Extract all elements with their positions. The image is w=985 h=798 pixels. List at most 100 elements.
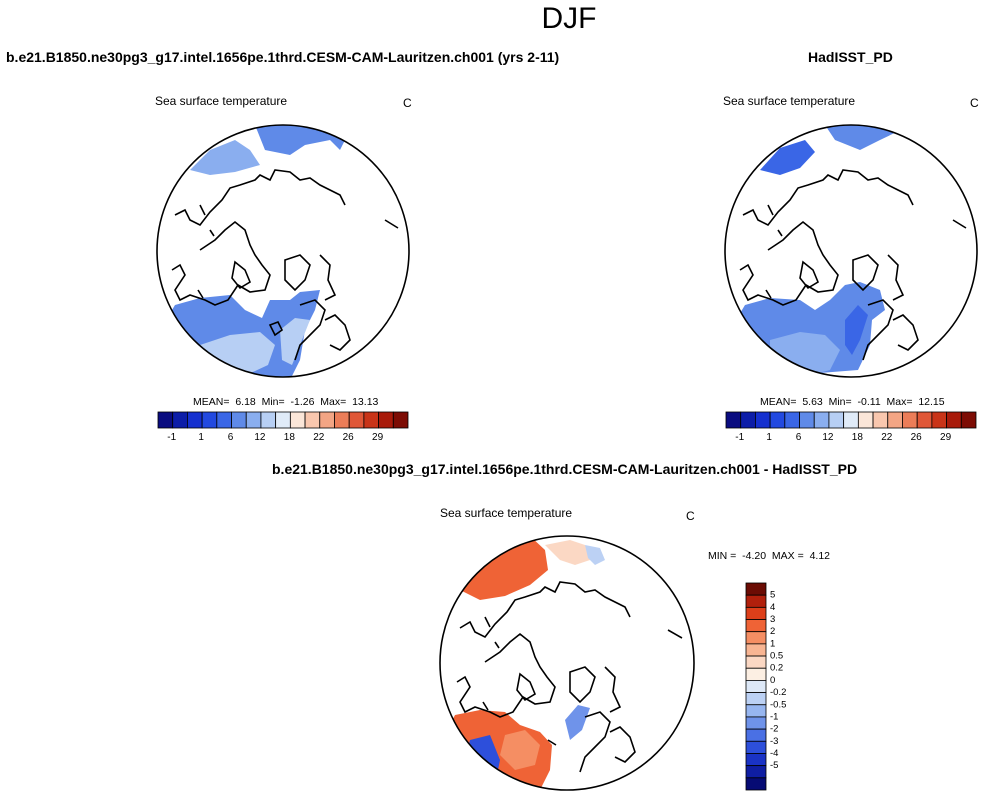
colorbar-swatch: [745, 582, 767, 596]
top-right-stats: MEAN= 5.63 Min= -0.11 Max= 12.15: [760, 396, 945, 408]
sst-region-pacific-light: [760, 140, 815, 175]
sst-region-pacific-light: [190, 140, 260, 175]
top-right-variable-label: Sea surface temperature: [723, 94, 856, 108]
colorbar-swatch: [157, 411, 174, 429]
mean-label: MEAN=: [760, 396, 797, 408]
colorbar-swatch: [745, 667, 767, 681]
top-right-units-label: C: [970, 96, 979, 110]
colorbar-tick-label: -0.5: [770, 699, 786, 710]
coastline: [284, 254, 311, 292]
coastline: [171, 220, 271, 306]
max-label: MAX =: [771, 550, 804, 562]
sst-region-atlantic: [160, 290, 320, 377]
colorbar-swatch: [378, 411, 394, 429]
colorbar-tick-label: -0.2: [770, 687, 786, 698]
colorbar-tick-label: 0: [770, 675, 775, 686]
colorbar-tick-label: 26: [343, 432, 355, 443]
colorbar-swatch: [740, 411, 756, 429]
mean-value: 6.18: [235, 396, 256, 408]
bottom-case-title: b.e21.B1850.ne30pg3_g17.intel.1656pe.1th…: [272, 461, 858, 477]
colorbar-swatch: [887, 411, 903, 429]
colorbar-swatch: [260, 411, 277, 429]
colorbar-swatch: [745, 631, 767, 645]
max-label: Max=: [886, 396, 913, 408]
colorbar-swatch: [745, 753, 767, 767]
coastline: [294, 299, 326, 361]
min-label: Min=: [828, 396, 852, 408]
colorbar-tick-label: -5: [770, 760, 778, 771]
diff-region-atlantic-negative: [465, 735, 500, 785]
colorbar-swatch: [828, 411, 845, 429]
colorbar-tick-label: 3: [770, 614, 775, 625]
coastline: [268, 320, 284, 337]
colorbar-swatch: [348, 411, 365, 429]
sst-region-atlantic-light: [200, 332, 275, 377]
colorbar-swatch: [319, 411, 335, 429]
diff-region-atlantic-mid: [500, 730, 540, 770]
coastline: [459, 581, 631, 639]
max-value: 4.12: [809, 550, 831, 562]
colorbar-swatch: [769, 411, 786, 429]
colorbar-tick-label: -1: [167, 432, 176, 443]
sst-region-pacific: [180, 125, 370, 180]
colorbar-swatch: [245, 411, 262, 429]
coastline: [852, 254, 879, 292]
season-title: DJF: [541, 2, 597, 35]
diff-region-pacific-light: [545, 540, 590, 565]
bottom-variable-label: Sea surface temperature: [440, 506, 573, 520]
colorbar-tick-label: 18: [284, 432, 296, 443]
colorbar-tick-label: 6: [228, 432, 234, 443]
colorbar-tick-label: 0.2: [770, 663, 783, 674]
colorbar-swatch: [363, 411, 379, 429]
colorbar-swatch: [755, 411, 771, 429]
sst-region-norwegian: [280, 318, 310, 365]
coastline: [739, 220, 839, 306]
colorbar-tick-label: -4: [770, 748, 778, 759]
coastline: [174, 169, 346, 227]
colorbar-tick-label: -1: [735, 432, 744, 443]
colorbar-swatch: [745, 704, 767, 718]
diff-region-pacific-positive: [460, 536, 548, 600]
top-left-units-label: C: [403, 96, 412, 110]
colorbar-swatch: [960, 411, 977, 429]
top-left-colorbar: -1 1 6 12 18 22 26 29: [157, 411, 409, 443]
colorbar-swatch: [745, 765, 767, 779]
colorbar-tick-label: 2: [770, 626, 775, 637]
coastline: [862, 299, 894, 361]
colorbar-tick-label: 6: [796, 432, 802, 443]
min-value: -0.11: [857, 396, 881, 408]
colorbar-swatch: [813, 411, 830, 429]
diff-region-atlantic-positive: [445, 710, 552, 790]
colorbar-swatch: [172, 411, 188, 429]
colorbar-swatch: [289, 411, 306, 429]
colorbar-swatch: [745, 643, 767, 657]
colorbar-tick-label: 5: [770, 590, 775, 601]
coastline: [516, 672, 537, 702]
colorbar-swatch: [931, 411, 947, 429]
colorbar-swatch: [275, 411, 291, 429]
mean-value: 5.63: [802, 396, 823, 408]
colorbar-tick-label: 1: [770, 638, 775, 649]
bottom-units-label: C: [686, 509, 695, 523]
colorbar-swatch: [392, 411, 409, 429]
max-value: 12.15: [918, 396, 945, 408]
colorbar-tick-label: -1: [770, 711, 778, 722]
max-value: 13.13: [352, 396, 379, 408]
coastline: [604, 666, 622, 713]
colorbar-tick-label: 1: [766, 432, 772, 443]
coastline: [609, 726, 636, 763]
coastline: [197, 204, 399, 299]
mean-label: MEAN=: [193, 396, 230, 408]
colorbar-swatch: [745, 619, 767, 633]
colorbar-tick-label: 12: [254, 432, 266, 443]
coastline: [892, 314, 919, 351]
colorbar-tick-label: 29: [372, 432, 384, 443]
colorbar-swatch: [745, 728, 767, 742]
top-right-case-title: HadISST_PD: [808, 49, 893, 65]
colorbar-swatch: [216, 411, 232, 429]
coastline: [799, 260, 820, 290]
colorbar-tick-label: 4: [770, 602, 775, 613]
sst-region-atlantic: [730, 282, 885, 377]
colorbar-tick-label: 1: [198, 432, 204, 443]
colorbar-swatch: [872, 411, 889, 429]
